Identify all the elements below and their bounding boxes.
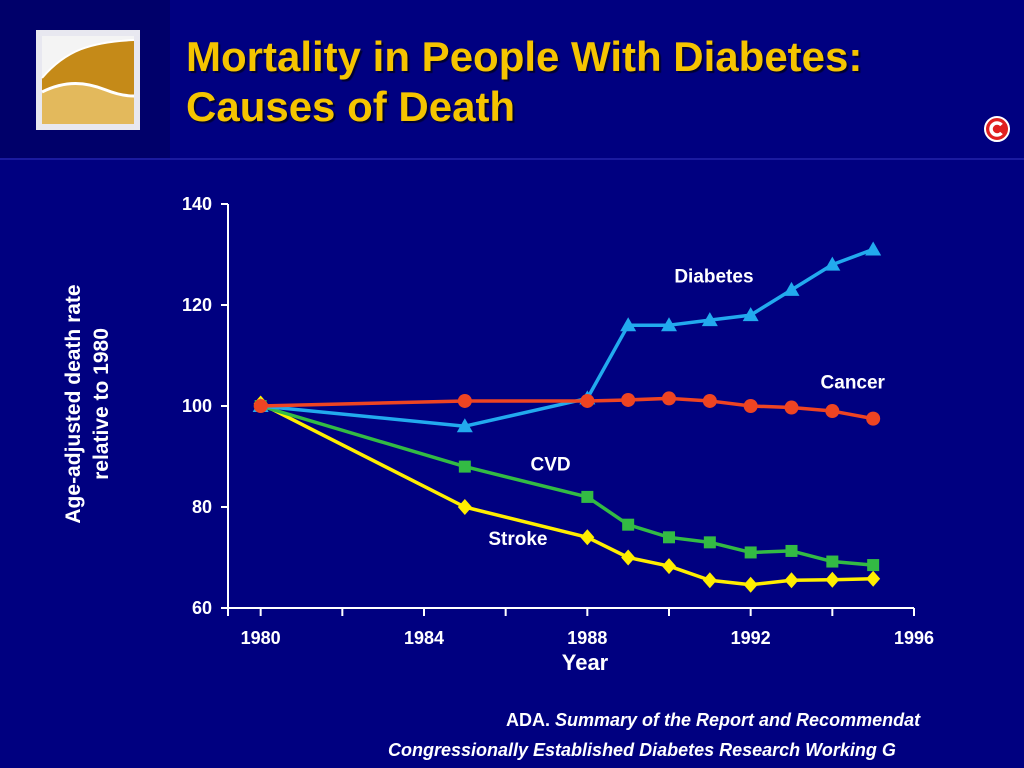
cancer-data-point [457,393,472,408]
stroke-data-point [702,572,717,589]
diabetes-data-point [701,312,718,327]
line-chart: 60 80 100 120 140 1980 1984 1988 1992 1996 Diabet… [182,194,934,648]
cancer-data-point [253,399,268,413]
cvd-data-point [867,559,880,572]
page-title: Mortality in People With Diabetes: Cause… [186,32,862,132]
cvd-data-point [744,546,757,559]
diabetes-series-label: Diabetes [674,266,753,287]
cvd-data-point [622,518,635,531]
c-badge-icon [984,116,1010,142]
cvd-data-point [581,490,594,503]
stroke-data-point [866,570,881,587]
stroke-data-point [784,572,799,589]
diabetes-data-point [824,256,841,271]
diabetes-data-point [865,241,882,256]
y-tick-label: 60 [192,598,212,618]
y-tick-label: 80 [192,497,212,517]
source-line-2: Congressionally Established Diabetes Res… [388,740,896,760]
cancer-data-point [784,400,799,415]
cvd-data-point [703,536,716,549]
cancer-data-point [621,392,636,407]
diabetes-data-point [783,281,800,296]
diabetes-data-point [742,307,759,322]
diabetes-series-line [260,247,874,428]
cvd-series-label: CVD [531,455,571,476]
stroke-data-point [743,576,758,593]
cvd-series-line [260,404,874,567]
cancer-data-point [580,393,595,408]
x-tick-label: 1988 [567,628,607,648]
stroke-data-point [825,571,840,588]
stroke-data-point [457,499,472,515]
x-tick-label: 1984 [404,628,444,648]
stroke-series-label: Stroke [488,529,547,550]
header-divider [0,158,1024,160]
diabetes-data-point [456,418,473,433]
source-title: Summary of the Report and Recommendat [555,710,921,730]
cvd-data-point [663,531,675,544]
stroke-data-point [580,529,595,546]
source-prefix: ADA. [506,710,550,730]
title-line-2: Causes of Death [186,83,516,130]
cancer-data-point [702,393,717,408]
y-axis-label-line-1: Age-adjusted death rate [62,284,85,524]
cancer-data-point [662,391,676,406]
x-tick-label: 1980 [241,628,281,648]
x-tick-label: 1992 [731,628,771,648]
title-line-1: Mortality in People With Diabetes: [186,33,863,80]
y-tick-label: 120 [182,295,212,315]
y-tick-label: 100 [182,396,212,416]
y-tick-label: 140 [182,194,212,214]
cancer-data-point [866,411,881,426]
source-citation: ADA. Summary of the Report and Recommend… [0,706,1024,768]
y-axis-label-line-2: relative to 1980 [90,328,113,480]
cancer-series-label: Cancer [821,372,886,393]
stroke-series-line [259,401,874,587]
x-tick-label: 1996 [894,628,934,648]
diabetes-data-point [661,317,677,332]
diabetes-data-point [620,317,637,332]
cancer-data-point [825,404,840,419]
cancer-data-point [743,399,758,413]
x-axis-label: Year [561,650,609,675]
cancer-series-line [260,396,874,421]
logo-icon [36,30,140,130]
chart-axes: 60 80 100 120 140 1980 1984 1988 1992 1996 [182,194,934,648]
chart-annotations: Diabetes Cancer CVD Stroke [488,266,885,550]
chart-series [252,241,882,593]
cvd-data-point [785,544,798,557]
stroke-data-point [621,549,636,566]
cvd-data-point [458,460,471,473]
cvd-data-point [826,555,839,568]
stroke-data-point [662,558,676,575]
